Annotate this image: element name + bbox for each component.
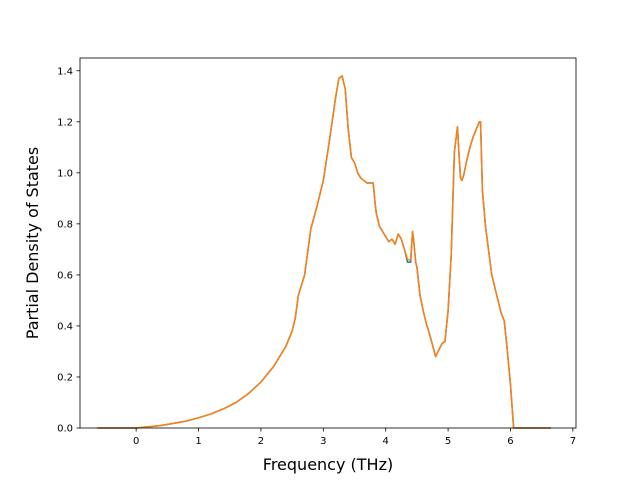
y-tick-label: 0.0 <box>57 424 73 435</box>
y-tick-label: 0.6 <box>57 270 73 281</box>
x-tick-label: 4 <box>383 436 389 447</box>
plot-frame <box>79 57 577 429</box>
x-tick-label: 3 <box>320 436 326 447</box>
y-tick-label: 1.4 <box>57 66 73 77</box>
y-axis-label: Partial Density of States <box>23 147 42 339</box>
x-axis-label: Frequency (THz) <box>263 455 393 474</box>
y-tick-label: 1.0 <box>57 168 73 179</box>
x-tick-label: 7 <box>570 436 576 447</box>
x-tick-label: 2 <box>258 436 264 447</box>
x-tick-label: 6 <box>507 436 513 447</box>
x-tick-label: 0 <box>133 436 139 447</box>
series-line-2 <box>97 75 552 429</box>
y-tick-label: 0.2 <box>57 372 73 383</box>
series-layer <box>97 75 552 429</box>
x-tick-label: 5 <box>445 436 451 447</box>
x-axis: 0 1 2 3 4 5 6 7 <box>133 428 576 447</box>
y-tick-label: 1.2 <box>57 117 73 128</box>
y-tick-label: 0.4 <box>57 321 73 332</box>
y-tick-label: 0.8 <box>57 219 73 230</box>
y-axis: 0.0 0.2 0.4 0.6 0.8 1.0 1.2 1.4 <box>57 66 80 435</box>
x-tick-label: 1 <box>195 436 201 447</box>
